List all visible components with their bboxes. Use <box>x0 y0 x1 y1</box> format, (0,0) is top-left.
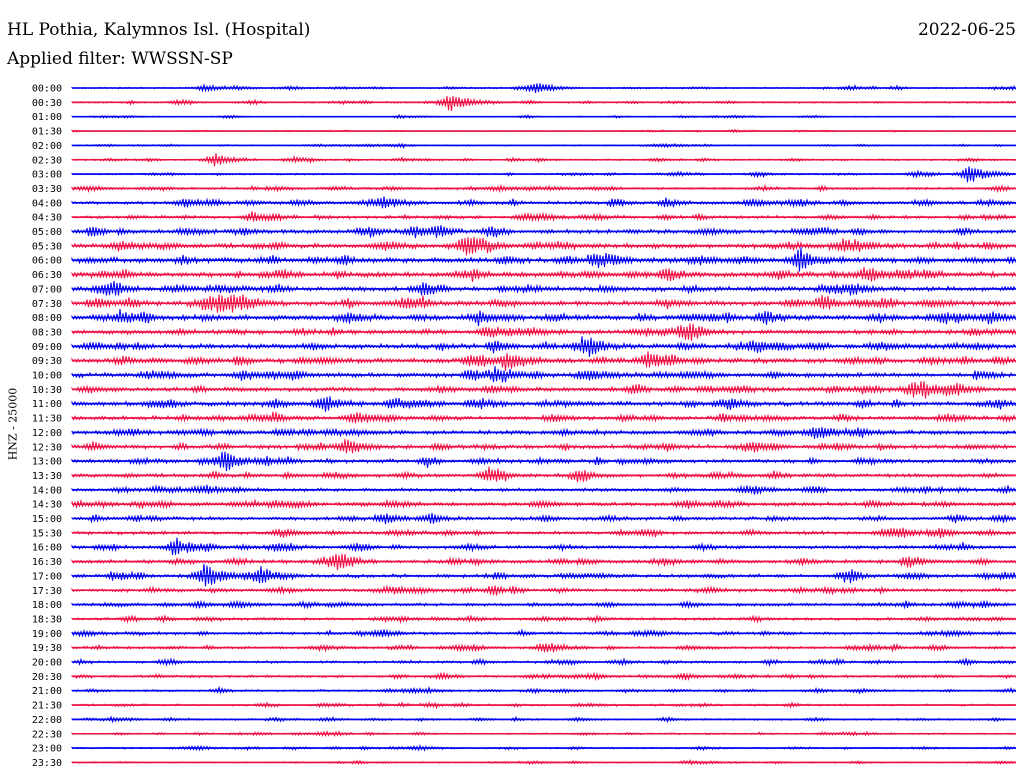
trace-row <box>71 83 1016 93</box>
trace-row <box>71 247 1016 272</box>
time-tick-label: 04:00 <box>32 198 62 209</box>
time-tick-label: 15:30 <box>32 528 62 539</box>
time-tick-label: 07:30 <box>32 299 62 310</box>
time-tick-label: 05:00 <box>32 227 62 238</box>
trace-row <box>71 225 1016 239</box>
time-tick-label: 20:00 <box>32 658 62 669</box>
time-tick-label: 20:30 <box>32 672 62 683</box>
time-tick-label: 03:30 <box>32 184 62 195</box>
time-tick-label: 02:30 <box>32 155 62 166</box>
trace-row <box>71 309 1016 327</box>
time-tick-label: 22:30 <box>32 729 62 740</box>
trace-row <box>71 236 1016 256</box>
time-tick-label: 01:00 <box>32 112 62 123</box>
time-tick-label: 19:00 <box>32 629 62 640</box>
time-tick-label: 18:00 <box>32 600 62 611</box>
time-tick-label: 17:30 <box>32 586 62 597</box>
time-tick-label: 10:00 <box>32 371 62 382</box>
trace-row <box>71 466 1016 483</box>
trace-row <box>71 642 1016 653</box>
time-tick-label: 18:30 <box>32 614 62 625</box>
time-tick-label: 11:30 <box>32 414 62 425</box>
time-tick-label: 06:00 <box>32 256 62 267</box>
trace-row <box>71 366 1016 383</box>
time-tick-label: 13:00 <box>32 457 62 468</box>
trace-row <box>71 280 1016 296</box>
trace-row <box>71 527 1016 539</box>
time-tick-label: 09:30 <box>32 356 62 367</box>
trace-row <box>71 294 1016 313</box>
time-tick-label: 10:30 <box>32 385 62 396</box>
time-tick-label: 21:30 <box>32 701 62 712</box>
time-tick-label: 19:30 <box>32 643 62 654</box>
time-tick-label: 21:00 <box>32 686 62 697</box>
time-tick-label: 16:00 <box>32 543 62 554</box>
trace-row <box>71 351 1016 371</box>
time-tick-label: 04:30 <box>32 213 62 224</box>
time-tick-label: 06:30 <box>32 270 62 281</box>
trace-row <box>71 512 1016 525</box>
time-tick-label: 11:00 <box>32 399 62 410</box>
time-tick-label: 13:30 <box>32 471 62 482</box>
time-tick-label: 03:00 <box>32 170 62 181</box>
time-tick-label: 09:00 <box>32 342 62 353</box>
time-tick-label: 02:00 <box>32 141 62 152</box>
trace-row <box>71 426 1016 439</box>
time-tick-label: 16:30 <box>32 557 62 568</box>
trace-row <box>71 685 1016 695</box>
filter-label: Applied filter: WWSSN-SP <box>7 49 233 69</box>
time-tick-label: 05:30 <box>32 241 62 252</box>
time-tick-label: 01:30 <box>32 127 62 138</box>
time-tick-label: 08:30 <box>32 327 62 338</box>
trace-row <box>71 95 1016 111</box>
time-tick-label: 23:00 <box>32 744 62 755</box>
trace-row <box>71 266 1016 282</box>
trace-row <box>71 563 1016 587</box>
time-tick-label: 00:00 <box>32 84 62 95</box>
time-tick-label: 15:00 <box>32 514 62 525</box>
seismic-traces <box>71 83 1016 766</box>
time-tick-label: 08:00 <box>32 313 62 324</box>
time-tick-label: 00:30 <box>32 98 62 109</box>
trace-row <box>71 323 1016 341</box>
trace-row <box>71 381 1016 399</box>
time-labels: 00:00 00:30 01:00 01:30 02:00 02:30 03:00 03:30… <box>32 84 62 769</box>
trace-row <box>71 537 1016 556</box>
trace-row <box>71 451 1016 471</box>
trace-row <box>71 396 1016 412</box>
time-tick-label: 17:00 <box>32 571 62 582</box>
time-tick-label: 14:30 <box>32 500 62 511</box>
time-tick-label: 12:00 <box>32 428 62 439</box>
time-tick-label: 23:30 <box>32 758 62 769</box>
station-title: HL Pothia, Kalymnos Isl. (Hospital) <box>7 20 311 40</box>
time-tick-label: 22:00 <box>32 715 62 726</box>
time-tick-label: 12:30 <box>32 442 62 453</box>
record-date: 2022-06-25 <box>917 20 1016 40</box>
trace-row <box>71 411 1016 424</box>
time-tick-label: 07:00 <box>32 284 62 295</box>
time-tick-label: 14:00 <box>32 485 62 496</box>
